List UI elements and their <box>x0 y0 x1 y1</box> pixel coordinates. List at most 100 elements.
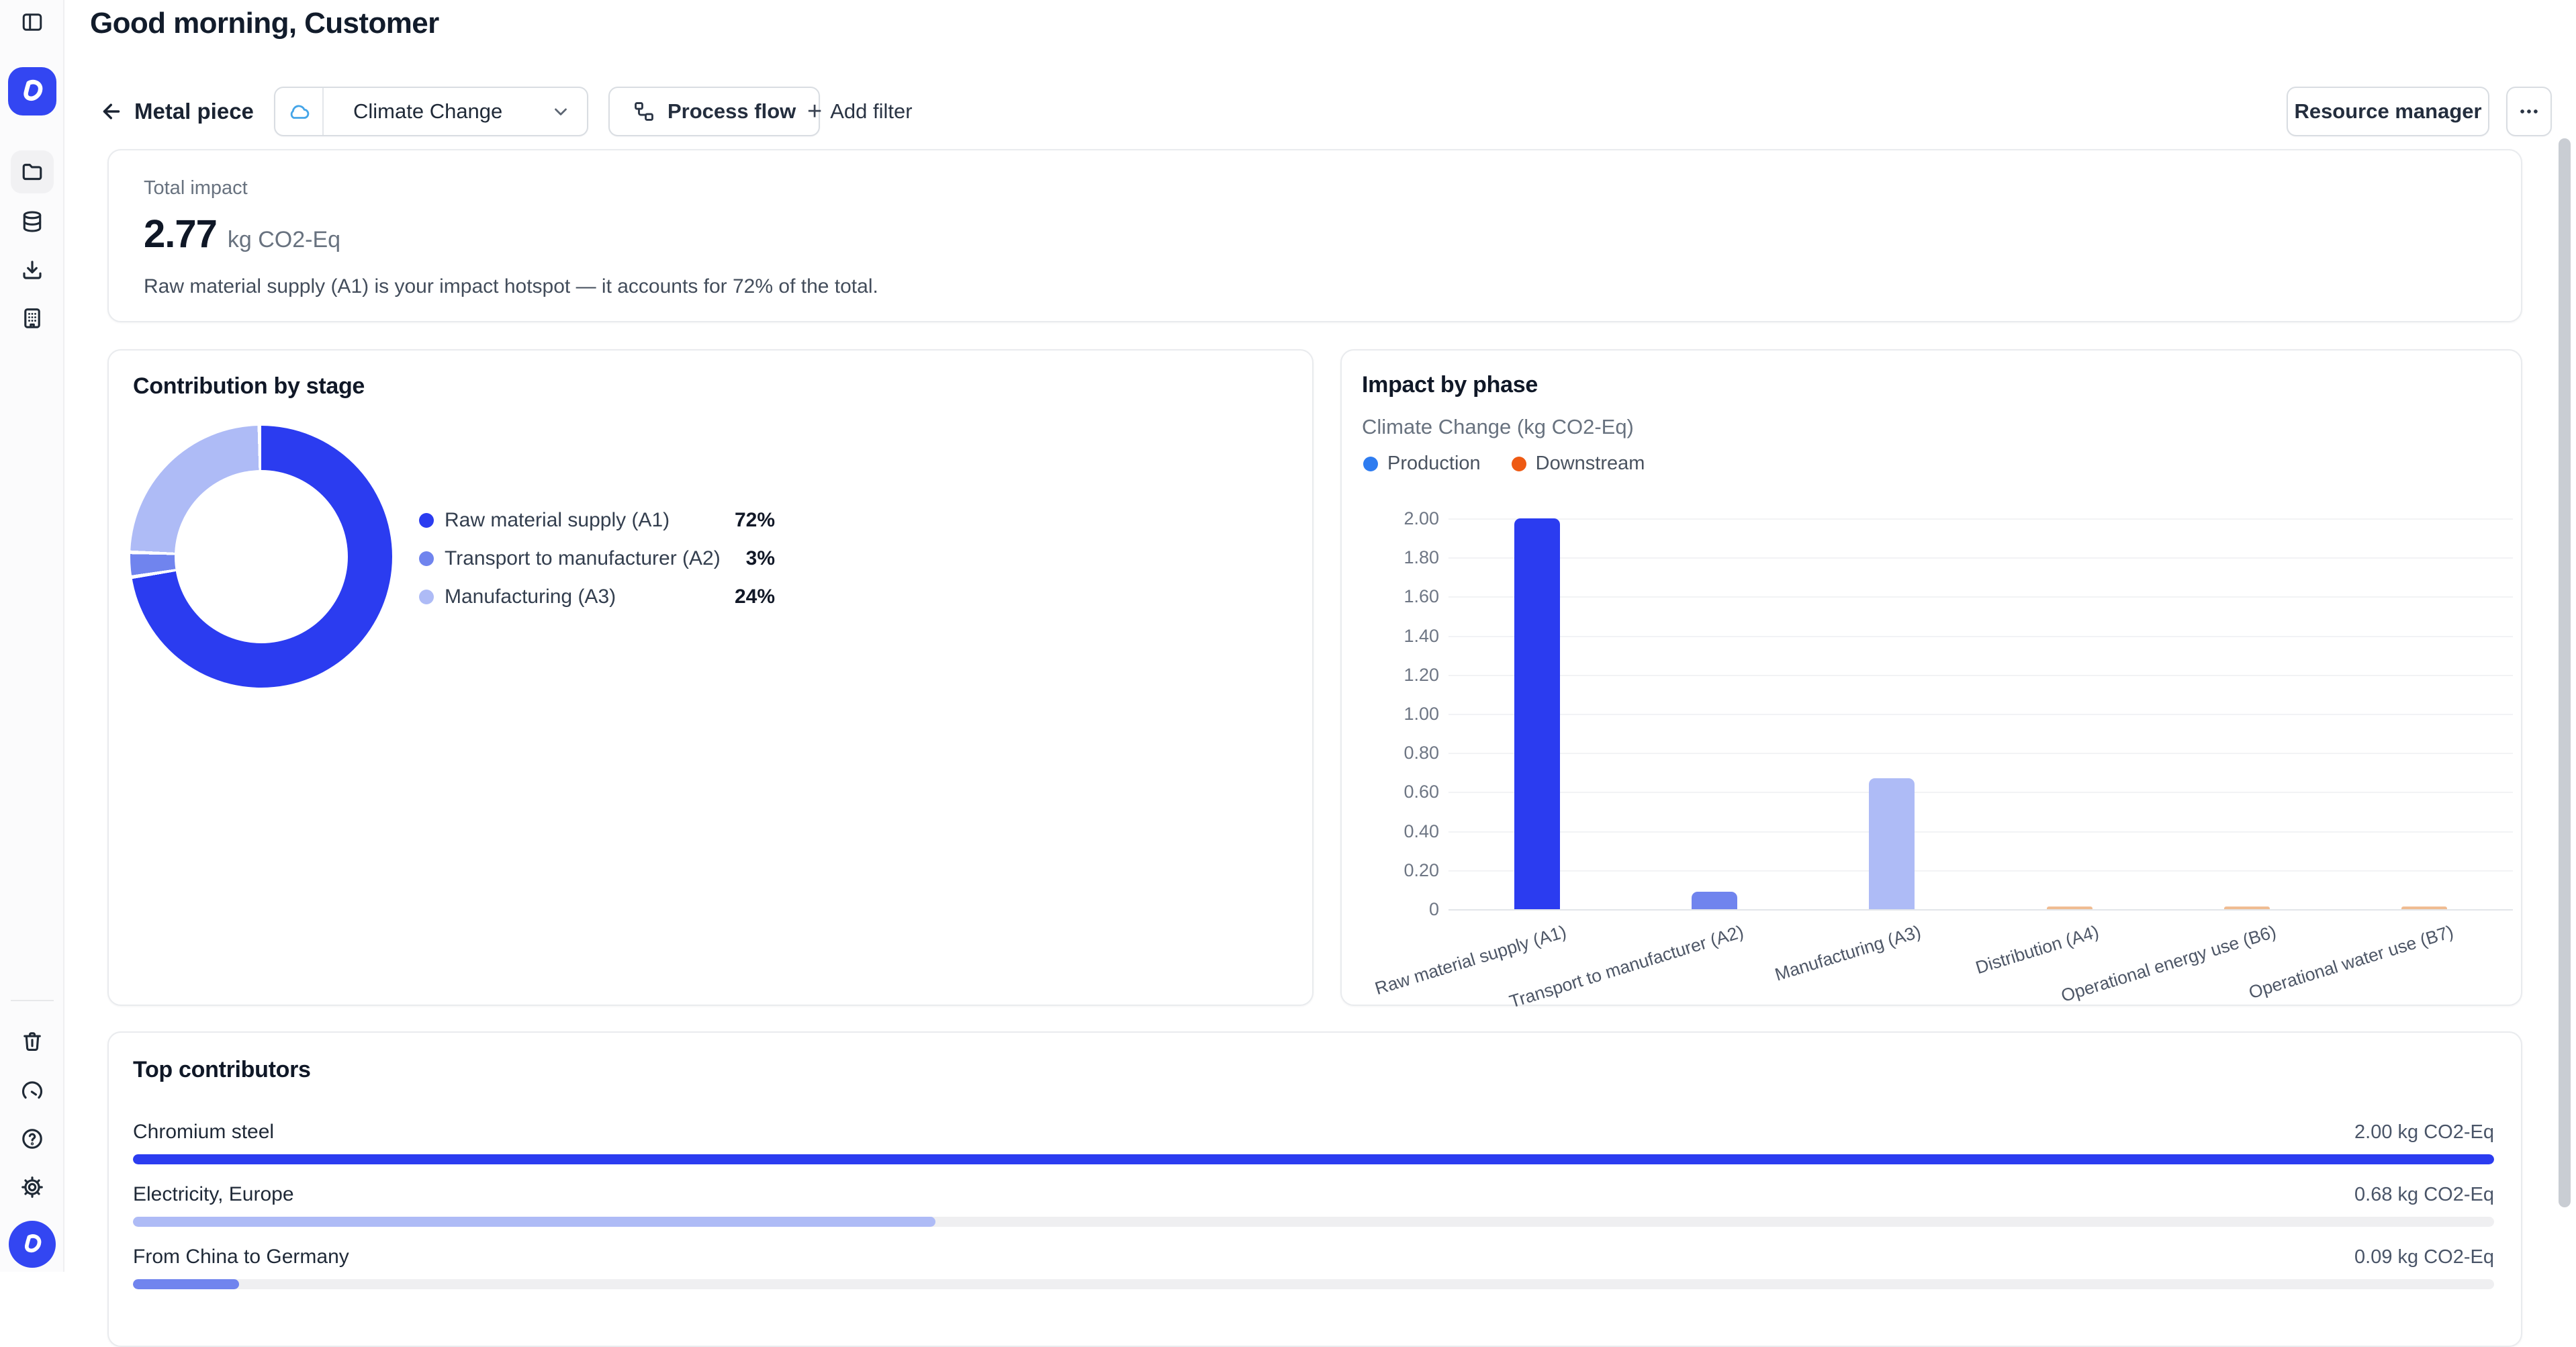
legend-value: 24% <box>735 586 775 608</box>
contributor-label: Electricity, Europe <box>133 1183 294 1206</box>
gridline <box>1448 714 2513 715</box>
folder-icon <box>20 160 44 184</box>
database-icon <box>20 210 44 234</box>
legend-dot <box>419 513 434 528</box>
process-flow-label: Process flow <box>668 99 796 124</box>
sidebar-item-help[interactable] <box>11 1117 54 1160</box>
bar-chart-x-axis: Raw material supply (A1)Transport to man… <box>1448 921 2513 1009</box>
impact-by-phase-subtitle: Climate Change (kg CO2-Eq) <box>1362 415 1634 439</box>
add-filter-label: Add filter <box>830 99 912 124</box>
gauge-icon <box>20 1079 44 1103</box>
resource-manager-button[interactable]: Resource manager <box>2287 87 2489 136</box>
panel-toggle-icon <box>20 10 44 34</box>
legend-dot <box>419 590 434 604</box>
sidebar-toggle-button[interactable] <box>11 1 54 44</box>
gridline <box>1448 596 2513 598</box>
scrollbar-thumb[interactable] <box>2559 138 2571 1207</box>
contribution-donut-chart <box>130 426 392 688</box>
y-axis-tick: 0.80 <box>1404 743 1439 763</box>
legend-item-2: Transport to manufacturer (A2) 3% <box>419 539 775 577</box>
sidebar-item-databases[interactable] <box>11 200 54 243</box>
impact-by-phase-title: Impact by phase <box>1362 372 1538 398</box>
bar-3 <box>1869 778 1915 909</box>
y-axis-tick: 1.00 <box>1404 704 1439 725</box>
avatar-d-icon <box>19 1231 46 1258</box>
x-axis-label-4: Distribution (A4) <box>1973 921 2101 978</box>
y-axis-tick: 1.20 <box>1404 665 1439 686</box>
y-axis-tick: 1.60 <box>1404 586 1439 607</box>
gridline <box>1448 753 2513 754</box>
contribution-by-stage-card: Contribution by stage Raw material suppl… <box>107 349 1314 1006</box>
sidebar-item-imports[interactable] <box>11 248 54 291</box>
metric-dropdown[interactable]: Climate Change <box>274 87 588 136</box>
total-impact-label: Total impact <box>144 177 2486 199</box>
bar-6 <box>2401 907 2447 909</box>
contributor-value: 0.09 kg CO2-Eq <box>2354 1246 2494 1268</box>
contributor-bar-fill <box>133 1154 2494 1164</box>
contributor-bar-track <box>133 1154 2494 1164</box>
bar-5 <box>2224 907 2270 909</box>
total-impact-value: 2.77 <box>144 212 217 257</box>
contributor-row-1: Chromium steel 2.00 kg CO2-Eq <box>133 1121 2494 1164</box>
y-axis-tick: 1.40 <box>1404 626 1439 647</box>
contributor-bar-track <box>133 1217 2494 1227</box>
gridline <box>1448 792 2513 793</box>
back-button[interactable]: Metal piece <box>99 86 254 137</box>
sidebar-item-usage[interactable] <box>11 1070 54 1113</box>
legend-item-1: Raw material supply (A1) 72% <box>419 501 775 539</box>
sidebar-item-organization[interactable] <box>11 297 54 340</box>
y-axis-tick: 1.80 <box>1404 547 1439 568</box>
contributor-bar-fill <box>133 1279 239 1289</box>
bar-4 <box>2047 907 2092 909</box>
legend-item-3: Manufacturing (A3) 24% <box>419 577 775 616</box>
phase-legend-dot <box>1512 457 1526 471</box>
legend-label: Transport to manufacturer (A2) <box>445 547 735 570</box>
phase-legend-item-2: Downstream <box>1512 453 1645 475</box>
trash-icon <box>20 1029 44 1054</box>
top-contributors-list: Chromium steel 2.00 kg CO2-Eq Electricity,… <box>133 1121 2494 1289</box>
y-axis-tick: 0.20 <box>1404 860 1439 881</box>
impact-bar-chart <box>1448 518 2513 909</box>
bar-1 <box>1514 518 1560 909</box>
legend-label: Manufacturing (A3) <box>445 586 724 608</box>
logo-d-icon <box>17 76 48 107</box>
back-button-label: Metal piece <box>134 99 254 124</box>
sidebar <box>0 0 64 1272</box>
contributor-bar-track <box>133 1279 2494 1289</box>
phase-legend-label: Downstream <box>1536 453 1645 475</box>
contribution-legend: Raw material supply (A1)72%Transport to … <box>419 501 775 616</box>
contribution-title: Contribution by stage <box>133 373 365 400</box>
y-axis-tick: 0 <box>1429 899 1439 920</box>
x-axis-label-3: Manufacturing (A3) <box>1772 921 1923 986</box>
legend-value: 3% <box>746 547 775 570</box>
contributor-value: 2.00 kg CO2-Eq <box>2354 1121 2494 1144</box>
contributor-value: 0.68 kg CO2-Eq <box>2354 1184 2494 1206</box>
add-filter-button[interactable]: + Add filter <box>807 87 913 136</box>
sidebar-item-settings[interactable] <box>11 1166 54 1209</box>
app-logo[interactable] <box>8 67 56 115</box>
more-button[interactable] <box>2506 87 2552 136</box>
metric-dropdown-value: Climate Change <box>336 99 539 124</box>
user-avatar[interactable] <box>9 1221 56 1268</box>
gridline <box>1448 675 2513 676</box>
legend-label: Raw material supply (A1) <box>445 509 724 532</box>
contributor-bar-fill <box>133 1217 935 1227</box>
phase-legend-label: Production <box>1387 453 1481 475</box>
gridline <box>1448 636 2513 637</box>
contributor-label: Chromium steel <box>133 1121 274 1144</box>
chevron-down-icon <box>551 101 571 122</box>
sidebar-item-trash[interactable] <box>11 1020 54 1063</box>
process-flow-icon <box>633 100 655 123</box>
ellipsis-icon <box>2518 100 2540 123</box>
main-content: Good morning, Customer Metal piece Clima… <box>64 0 2576 1272</box>
organization-icon <box>20 306 44 330</box>
x-axis-label-6: Operational water use (B7) <box>2246 921 2456 1003</box>
legend-value: 72% <box>735 509 775 532</box>
legend-dot <box>419 551 434 566</box>
phase-legend: Production Downstream <box>1363 453 1645 475</box>
sidebar-item-projects[interactable] <box>11 150 54 193</box>
y-axis-tick: 0.40 <box>1404 821 1439 842</box>
process-flow-button[interactable]: Process flow <box>608 87 820 136</box>
contributor-label: From China to Germany <box>133 1246 349 1268</box>
arrow-left-icon <box>99 99 124 124</box>
